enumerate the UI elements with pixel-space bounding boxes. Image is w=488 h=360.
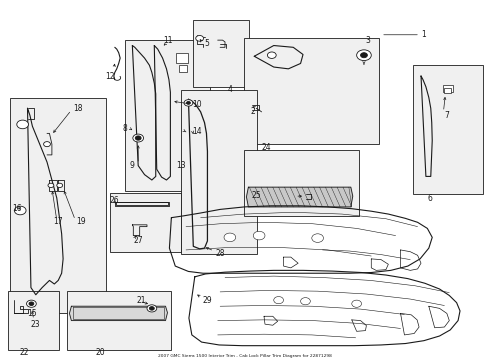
Text: 9: 9 [130,161,135,170]
Text: 14: 14 [192,127,202,136]
Circle shape [300,298,310,305]
Bar [10,98,105,313]
Text: 18: 18 [73,104,82,113]
Bar [178,65,187,72]
Circle shape [29,302,34,306]
Circle shape [356,50,370,60]
Text: 2007 GMC Sierra 1500 Interior Trim - Cab Lock Pillar Trim Diagram for 22871298: 2007 GMC Sierra 1500 Interior Trim - Cab… [157,354,331,357]
Circle shape [14,206,26,215]
Text: 25: 25 [251,190,261,199]
Circle shape [48,183,54,188]
Circle shape [311,234,323,242]
Bar [176,53,188,63]
Circle shape [17,120,28,129]
Text: 29: 29 [202,296,211,305]
Circle shape [351,300,361,307]
Circle shape [57,183,62,188]
Text: 22: 22 [19,348,29,357]
Text: 26: 26 [109,196,119,205]
Polygon shape [69,306,167,320]
Circle shape [273,297,283,304]
Bar [66,291,171,350]
Text: 17: 17 [53,217,63,226]
Circle shape [360,53,366,58]
Bar [412,65,483,194]
Bar [181,90,256,253]
Text: 23: 23 [31,320,41,329]
Circle shape [43,141,50,147]
Text: 4: 4 [227,85,232,94]
Bar [110,193,181,252]
Text: 5: 5 [203,39,208,48]
Circle shape [147,305,157,312]
Bar [193,21,249,87]
Circle shape [133,134,143,142]
Circle shape [183,100,192,106]
Circle shape [267,52,276,58]
Text: 24: 24 [261,143,271,152]
Text: 11: 11 [163,36,173,45]
Circle shape [253,231,264,240]
Text: 12: 12 [105,72,115,81]
Text: 28: 28 [215,249,224,258]
Bar [244,39,378,144]
Text: 2: 2 [250,107,255,116]
Circle shape [135,136,141,140]
Text: 15: 15 [27,309,37,318]
Text: 21: 21 [136,296,145,305]
Circle shape [195,36,203,41]
Circle shape [26,300,36,307]
Bar [8,291,59,350]
Bar [125,40,210,191]
Text: 13: 13 [176,161,185,170]
Text: 27: 27 [133,237,142,246]
Text: 10: 10 [192,100,202,109]
Circle shape [149,307,154,310]
Bar [444,88,450,93]
Circle shape [186,102,190,104]
Text: 8: 8 [122,123,127,132]
Bar [244,149,358,216]
Text: 7: 7 [444,111,448,120]
Polygon shape [246,187,352,207]
Text: 19: 19 [76,217,86,226]
Text: 6: 6 [427,194,431,203]
Text: 16: 16 [12,204,21,213]
Text: 1: 1 [420,30,425,39]
Bar [443,85,452,92]
Text: 20: 20 [96,348,105,357]
Circle shape [224,233,235,242]
Text: 3: 3 [365,36,369,45]
